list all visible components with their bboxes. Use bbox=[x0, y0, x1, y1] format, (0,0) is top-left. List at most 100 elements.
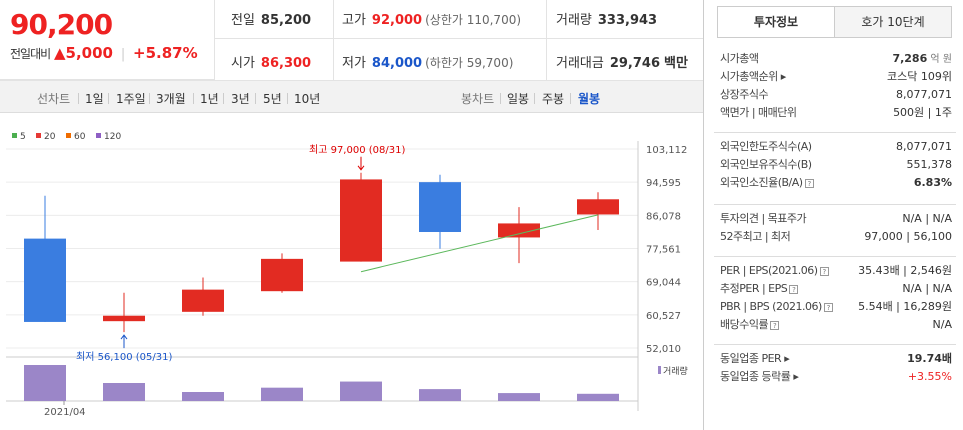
tab-invest-info[interactable]: 투자정보 bbox=[717, 6, 835, 38]
help-icon[interactable]: ? bbox=[804, 178, 814, 188]
panel-row: 상장주식수 8,077,071 bbox=[720, 86, 952, 104]
volume-bar bbox=[261, 387, 303, 401]
low-price: 저가 84,000 (하한가 59,700) bbox=[342, 56, 514, 71]
panel-row-value: 551,378 bbox=[906, 158, 953, 171]
panel-divider bbox=[714, 204, 956, 205]
change-percent: +5.87% bbox=[133, 44, 198, 62]
candle-body bbox=[182, 289, 224, 312]
ma20-line bbox=[360, 214, 599, 273]
y-tick-label: 103,112 bbox=[646, 145, 687, 156]
max-arrow bbox=[357, 156, 365, 171]
panel-row: 외국인소진율(B/A)? 6.83% bbox=[720, 174, 952, 192]
open-price: 시가 86,300 bbox=[231, 56, 312, 71]
line-chart-label: 선차트 bbox=[37, 92, 71, 106]
candle-monthly[interactable]: 월봉 bbox=[578, 92, 601, 106]
panel-row-label: 상장주식수 bbox=[720, 88, 769, 101]
volume-bar bbox=[498, 393, 540, 401]
help-icon[interactable]: ? bbox=[789, 284, 799, 294]
panel-row-label: PER | EPS(2021.06)? bbox=[720, 262, 829, 280]
panel-row-label: 배당수익률? bbox=[720, 316, 780, 334]
price-change: 전일대비 ▲5,000 | +5.87% bbox=[10, 44, 198, 62]
chart-toolbar: 선차트 1일 1주일 3개월 1년 3년 5년 10년 봉차트 일봉 주봉 월봉 bbox=[0, 80, 703, 113]
high-price: 고가 92,000 (상한가 110,700) bbox=[342, 13, 522, 28]
panel-row-value: 6.83% bbox=[913, 176, 952, 189]
period-1y[interactable]: 1년 bbox=[200, 92, 219, 106]
legend-swatch bbox=[96, 133, 101, 138]
panel-row-value: +3.55% bbox=[907, 370, 952, 383]
panel-row: 배당수익률? N/A bbox=[720, 316, 952, 334]
panel-row: 52주최고 | 최저 97,000 | 56,100 bbox=[720, 228, 952, 246]
help-icon[interactable]: ? bbox=[823, 302, 833, 312]
panel-divider bbox=[714, 256, 956, 257]
period-10y[interactable]: 10년 bbox=[294, 92, 321, 106]
panel-row: PBR | BPS (2021.06)? 5.54배 | 16,289원 bbox=[720, 298, 952, 316]
help-icon[interactable]: ? bbox=[819, 266, 829, 276]
panel-row-label: 외국인보유주식수(B) bbox=[720, 158, 812, 171]
period-1d[interactable]: 1일 bbox=[85, 92, 104, 106]
panel-row: 동일업종 PER ▸ 19.74배 bbox=[720, 350, 952, 368]
candle-weekly[interactable]: 주봉 bbox=[542, 92, 565, 106]
panel-row-label: 외국인한도주식수(A) bbox=[720, 140, 812, 153]
panel-row: 추정PER | EPS? N/A | N/A bbox=[720, 280, 952, 298]
candle-body bbox=[103, 315, 145, 322]
legend-label: 120 bbox=[104, 132, 121, 142]
max-annotation: 최고 97,000 (08/31) bbox=[309, 144, 405, 156]
panel-row: 시가총액 7,286 억 원 bbox=[720, 50, 952, 68]
volume: 거래량 333,943 bbox=[556, 13, 658, 28]
panel-row-label: 시가총액 bbox=[720, 52, 759, 65]
y-tick-label: 86,078 bbox=[646, 211, 681, 222]
period-5y[interactable]: 5년 bbox=[263, 92, 282, 106]
legend-label: 60 bbox=[74, 132, 86, 142]
panel-row-value: N/A | N/A bbox=[902, 282, 952, 295]
panel-row-value: 5.54배 | 16,289원 bbox=[858, 300, 952, 313]
panel-row-value: N/A bbox=[932, 318, 952, 331]
period-1w[interactable]: 1주일 bbox=[116, 92, 146, 106]
panel-row-label[interactable]: 동일업종 PER ▸ bbox=[720, 352, 790, 365]
current-price: 90,200 bbox=[10, 8, 113, 41]
panel-row: PER | EPS(2021.06)? 35.43배 | 2,546원 bbox=[720, 262, 952, 280]
candle-body bbox=[261, 258, 303, 292]
info-panel: 투자정보 호가 10단계 시가총액 7,286 억 원 시가총액순위 ▸ 코스닥 10… bbox=[703, 0, 963, 430]
period-3m[interactable]: 3개월 bbox=[156, 92, 186, 106]
panel-row-value: 500원 | 1주 bbox=[893, 106, 952, 119]
panel-row: 외국인보유주식수(B) 551,378 bbox=[720, 156, 952, 174]
panel-row-label: 외국인소진율(B/A)? bbox=[720, 174, 814, 192]
legend-swatch bbox=[36, 133, 41, 138]
legend-label: 5 bbox=[20, 132, 26, 142]
y-tick-label: 60,527 bbox=[646, 311, 681, 322]
legend-swatch bbox=[66, 133, 71, 138]
period-3y[interactable]: 3년 bbox=[231, 92, 250, 106]
panel-row: 외국인한도주식수(A) 8,077,071 bbox=[720, 138, 952, 156]
panel-row-value: N/A | N/A bbox=[902, 212, 952, 225]
panel-row-value: 8,077,071 bbox=[896, 140, 952, 153]
panel-row: 시가총액순위 ▸ 코스닥 109위 bbox=[720, 68, 952, 86]
candle-chart-label: 봉차트 bbox=[461, 92, 495, 106]
y-tick-label: 52,010 bbox=[646, 344, 681, 355]
panel-divider bbox=[714, 132, 956, 133]
legend-swatch bbox=[12, 133, 17, 138]
candle-body bbox=[419, 182, 461, 232]
volume-bar bbox=[24, 365, 66, 401]
panel-row-label: 액면가 | 매매단위 bbox=[720, 106, 797, 119]
x-tick-label: 2021/04 bbox=[44, 407, 86, 418]
candle-body bbox=[577, 199, 619, 215]
volume-bar bbox=[103, 383, 145, 401]
candle-body bbox=[24, 238, 66, 322]
panel-row: 액면가 | 매매단위 500원 | 1주 bbox=[720, 104, 952, 122]
panel-row-label[interactable]: 시가총액순위 ▸ bbox=[720, 70, 786, 83]
y-tick-label: 77,561 bbox=[646, 245, 681, 256]
volume-bar bbox=[419, 389, 461, 401]
min-arrow bbox=[120, 334, 128, 349]
panel-row-label: PBR | BPS (2021.06)? bbox=[720, 298, 833, 316]
panel-row: 동일업종 등락률 ▸ +3.55% bbox=[720, 368, 952, 386]
volume-legend-swatch bbox=[658, 366, 661, 374]
y-tick-label: 94,595 bbox=[646, 178, 681, 189]
stock-chart: 103,112 94,595 86,078 77,561 69,044 60,527 52,… bbox=[6, 132, 688, 418]
panel-row-label: 추정PER | EPS? bbox=[720, 280, 799, 298]
panel-row-value: 19.74배 bbox=[907, 352, 952, 365]
candle-daily[interactable]: 일봉 bbox=[507, 92, 530, 106]
help-icon[interactable]: ? bbox=[770, 320, 780, 330]
panel-row-label[interactable]: 동일업종 등락률 ▸ bbox=[720, 370, 799, 383]
tab-orderbook[interactable]: 호가 10단계 bbox=[834, 6, 952, 38]
volume-bar bbox=[340, 381, 382, 401]
